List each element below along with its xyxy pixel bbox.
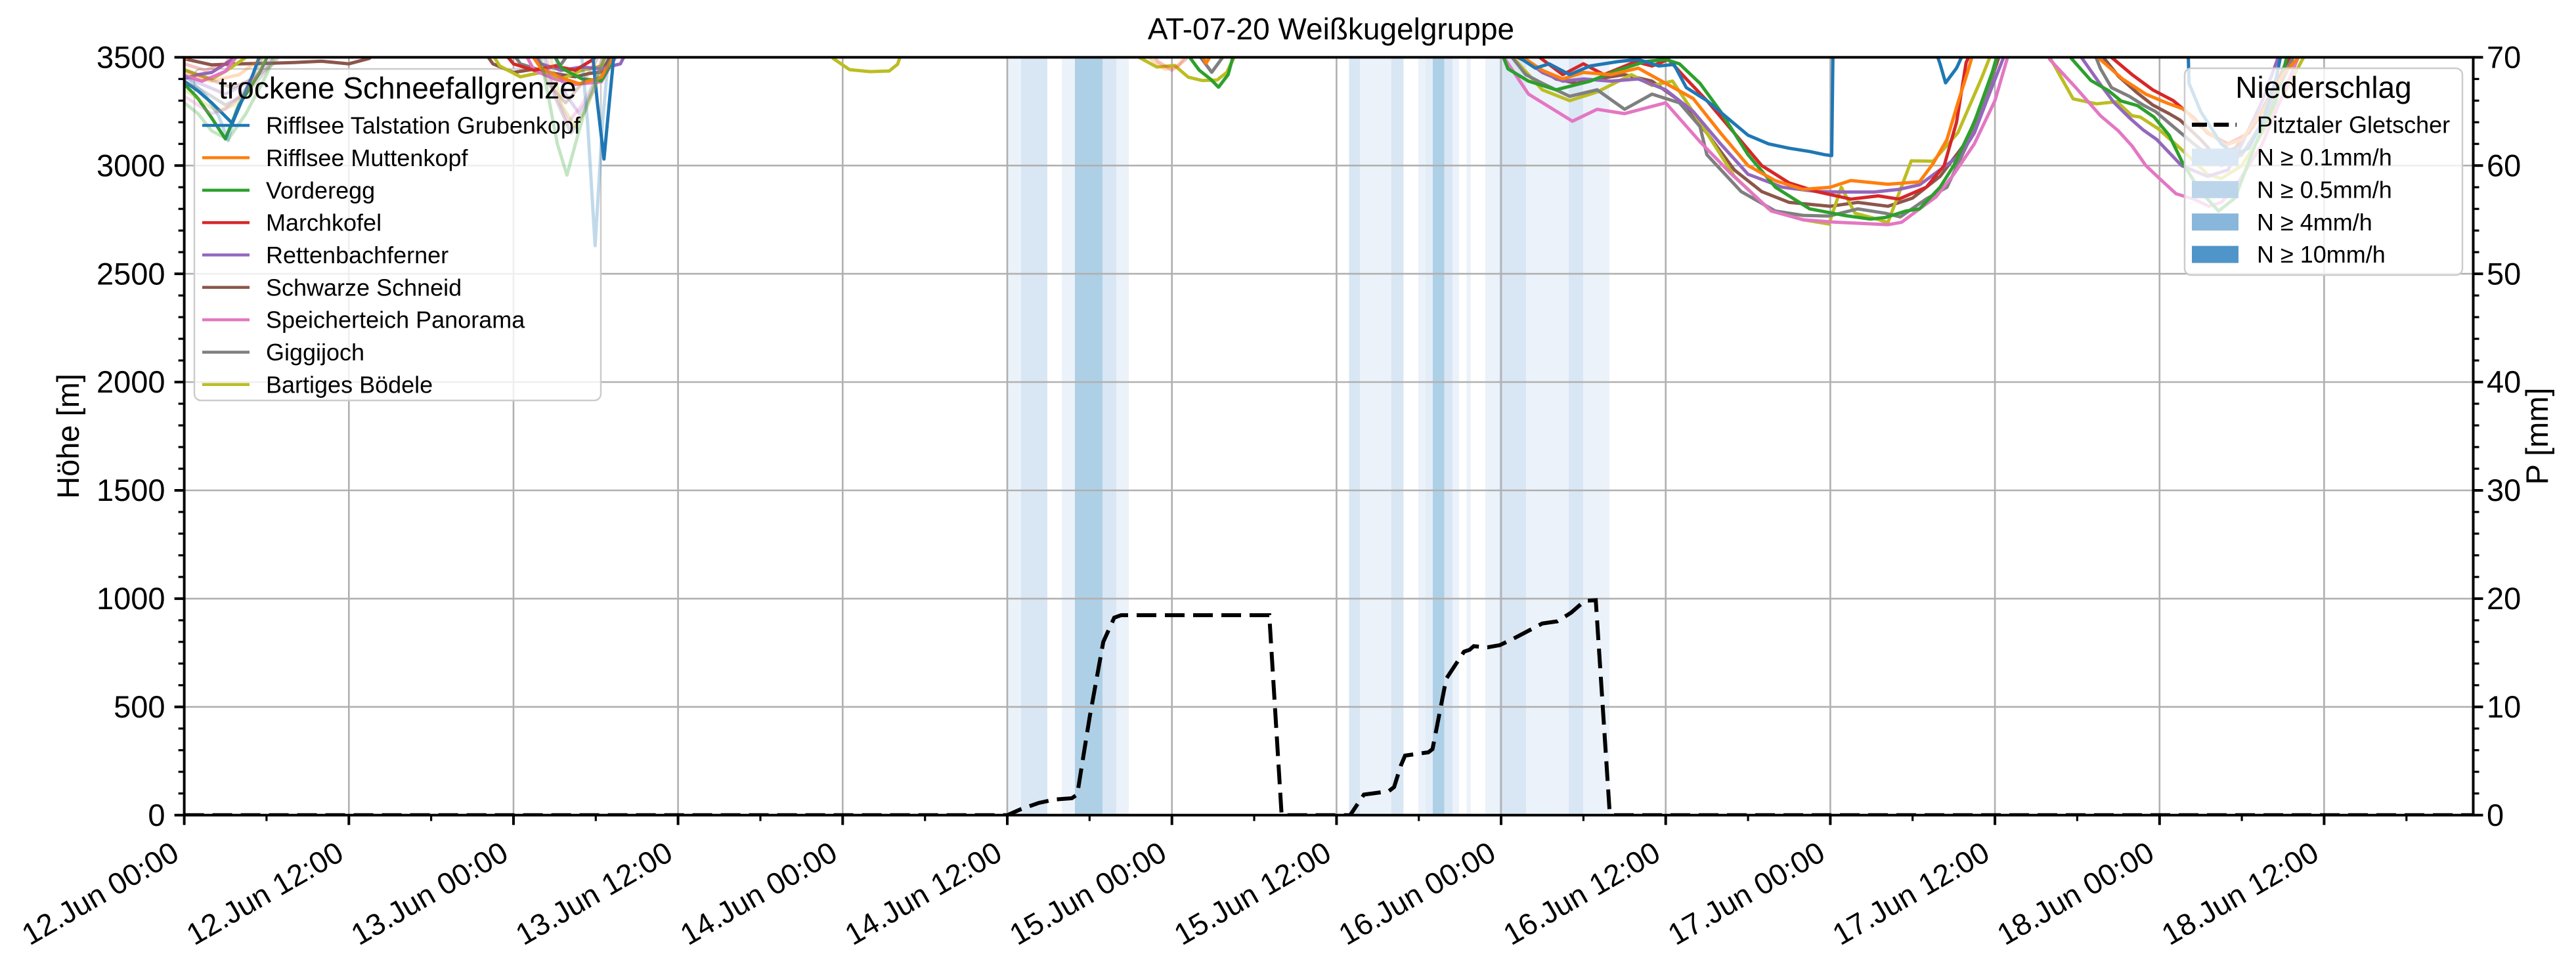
svg-text:70: 70 [2487,40,2521,75]
svg-text:Rifflsee Muttenkopf: Rifflsee Muttenkopf [266,144,468,171]
svg-text:Speicherteich Panorama: Speicherteich Panorama [266,307,525,333]
svg-text:3000: 3000 [97,148,165,182]
svg-text:N ≥ 10mm/h: N ≥ 10mm/h [2257,241,2386,268]
svg-text:40: 40 [2487,364,2521,399]
svg-text:P [mm]: P [mm] [2520,388,2554,485]
svg-text:500: 500 [114,689,165,724]
svg-text:Rettenbachferner: Rettenbachferner [266,242,448,268]
svg-text:Vorderegg: Vorderegg [266,177,375,204]
svg-text:Niederschlag: Niederschlag [2235,70,2411,104]
svg-text:30: 30 [2487,473,2521,507]
svg-text:Höhe [m]: Höhe [m] [51,374,85,499]
svg-text:1000: 1000 [97,581,165,616]
svg-text:0: 0 [2487,798,2504,832]
svg-text:2000: 2000 [97,364,165,399]
svg-text:AT-07-20 Weißkugelgruppe: AT-07-20 Weißkugelgruppe [1148,12,1514,46]
svg-text:2500: 2500 [97,256,165,291]
svg-text:Pitztaler Gletscher: Pitztaler Gletscher [2257,112,2450,139]
svg-text:Schwarze Schneid: Schwarze Schneid [266,274,462,301]
svg-text:60: 60 [2487,148,2521,182]
svg-text:Marchkofel: Marchkofel [266,209,382,236]
svg-text:3500: 3500 [97,40,165,75]
svg-text:0: 0 [148,798,165,832]
svg-text:10: 10 [2487,689,2521,724]
svg-text:N ≥ 4mm/h: N ≥ 4mm/h [2257,209,2372,236]
svg-text:20: 20 [2487,581,2521,616]
svg-text:Bartiges Bödele: Bartiges Bödele [266,371,433,398]
svg-text:Giggijoch: Giggijoch [266,339,364,366]
svg-text:1500: 1500 [97,473,165,507]
svg-text:Rifflsee Talstation Grubenkopf: Rifflsee Talstation Grubenkopf [266,112,581,139]
svg-text:N ≥ 0.1mm/h: N ≥ 0.1mm/h [2257,144,2392,171]
svg-text:trockene Schneefallgrenze: trockene Schneefallgrenze [219,71,577,105]
svg-text:50: 50 [2487,256,2521,291]
svg-text:N ≥ 0.5mm/h: N ≥ 0.5mm/h [2257,176,2392,203]
